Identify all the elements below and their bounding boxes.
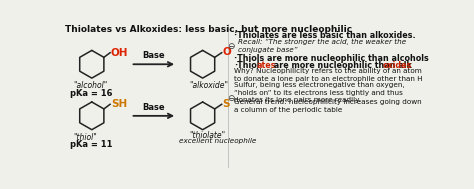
Text: Why? Nucleophilicity refers to the ability of an atom
to donate a lone pair to a: Why? Nucleophilicity refers to the abili…	[235, 68, 423, 82]
Text: excellent nucleophile: excellent nucleophile	[179, 138, 257, 144]
Text: ates: ates	[256, 61, 275, 70]
Text: Base: Base	[143, 103, 165, 112]
Text: are more nucleophilic than alk: are more nucleophilic than alk	[271, 61, 411, 70]
Text: "alkoxide": "alkoxide"	[190, 81, 228, 90]
Text: ·Thiol: ·Thiol	[235, 61, 260, 70]
Text: ⊖: ⊖	[227, 94, 235, 103]
Text: ·Thiolates are less basic than alkoxides.: ·Thiolates are less basic than alkoxides…	[235, 31, 416, 40]
Text: oxides: oxides	[383, 61, 412, 70]
Text: ·Thiols are more nucleophilic than alcohols: ·Thiols are more nucleophilic than alcoh…	[235, 54, 429, 63]
Text: O: O	[222, 47, 231, 57]
Text: pKa = 16: pKa = 16	[70, 89, 113, 98]
Text: pKa = 11: pKa = 11	[70, 140, 113, 149]
Text: SH: SH	[111, 99, 127, 109]
Text: Recall: “The stronger the acid, the weaker the
conjugate base”: Recall: “The stronger the acid, the weak…	[237, 39, 406, 53]
Text: S: S	[222, 98, 230, 108]
Text: Thiolates vs Alkoxides: less basic, but more nucleophilic: Thiolates vs Alkoxides: less basic, but …	[65, 25, 353, 34]
Text: General trend: nucleophilicity increases going down
a column of the periodic tab: General trend: nucleophilicity increases…	[235, 99, 422, 113]
Text: OH: OH	[111, 48, 128, 58]
Text: Sulfur, being less electronegative than oxygen,
“holds on” to its electrons less: Sulfur, being less electronegative than …	[235, 82, 405, 103]
Text: "alcohol": "alcohol"	[73, 81, 108, 90]
Text: Base: Base	[143, 51, 165, 60]
Text: "thiolate": "thiolate"	[190, 131, 226, 140]
Text: ⊖: ⊖	[227, 42, 235, 51]
Text: "thiol": "thiol"	[73, 133, 97, 142]
